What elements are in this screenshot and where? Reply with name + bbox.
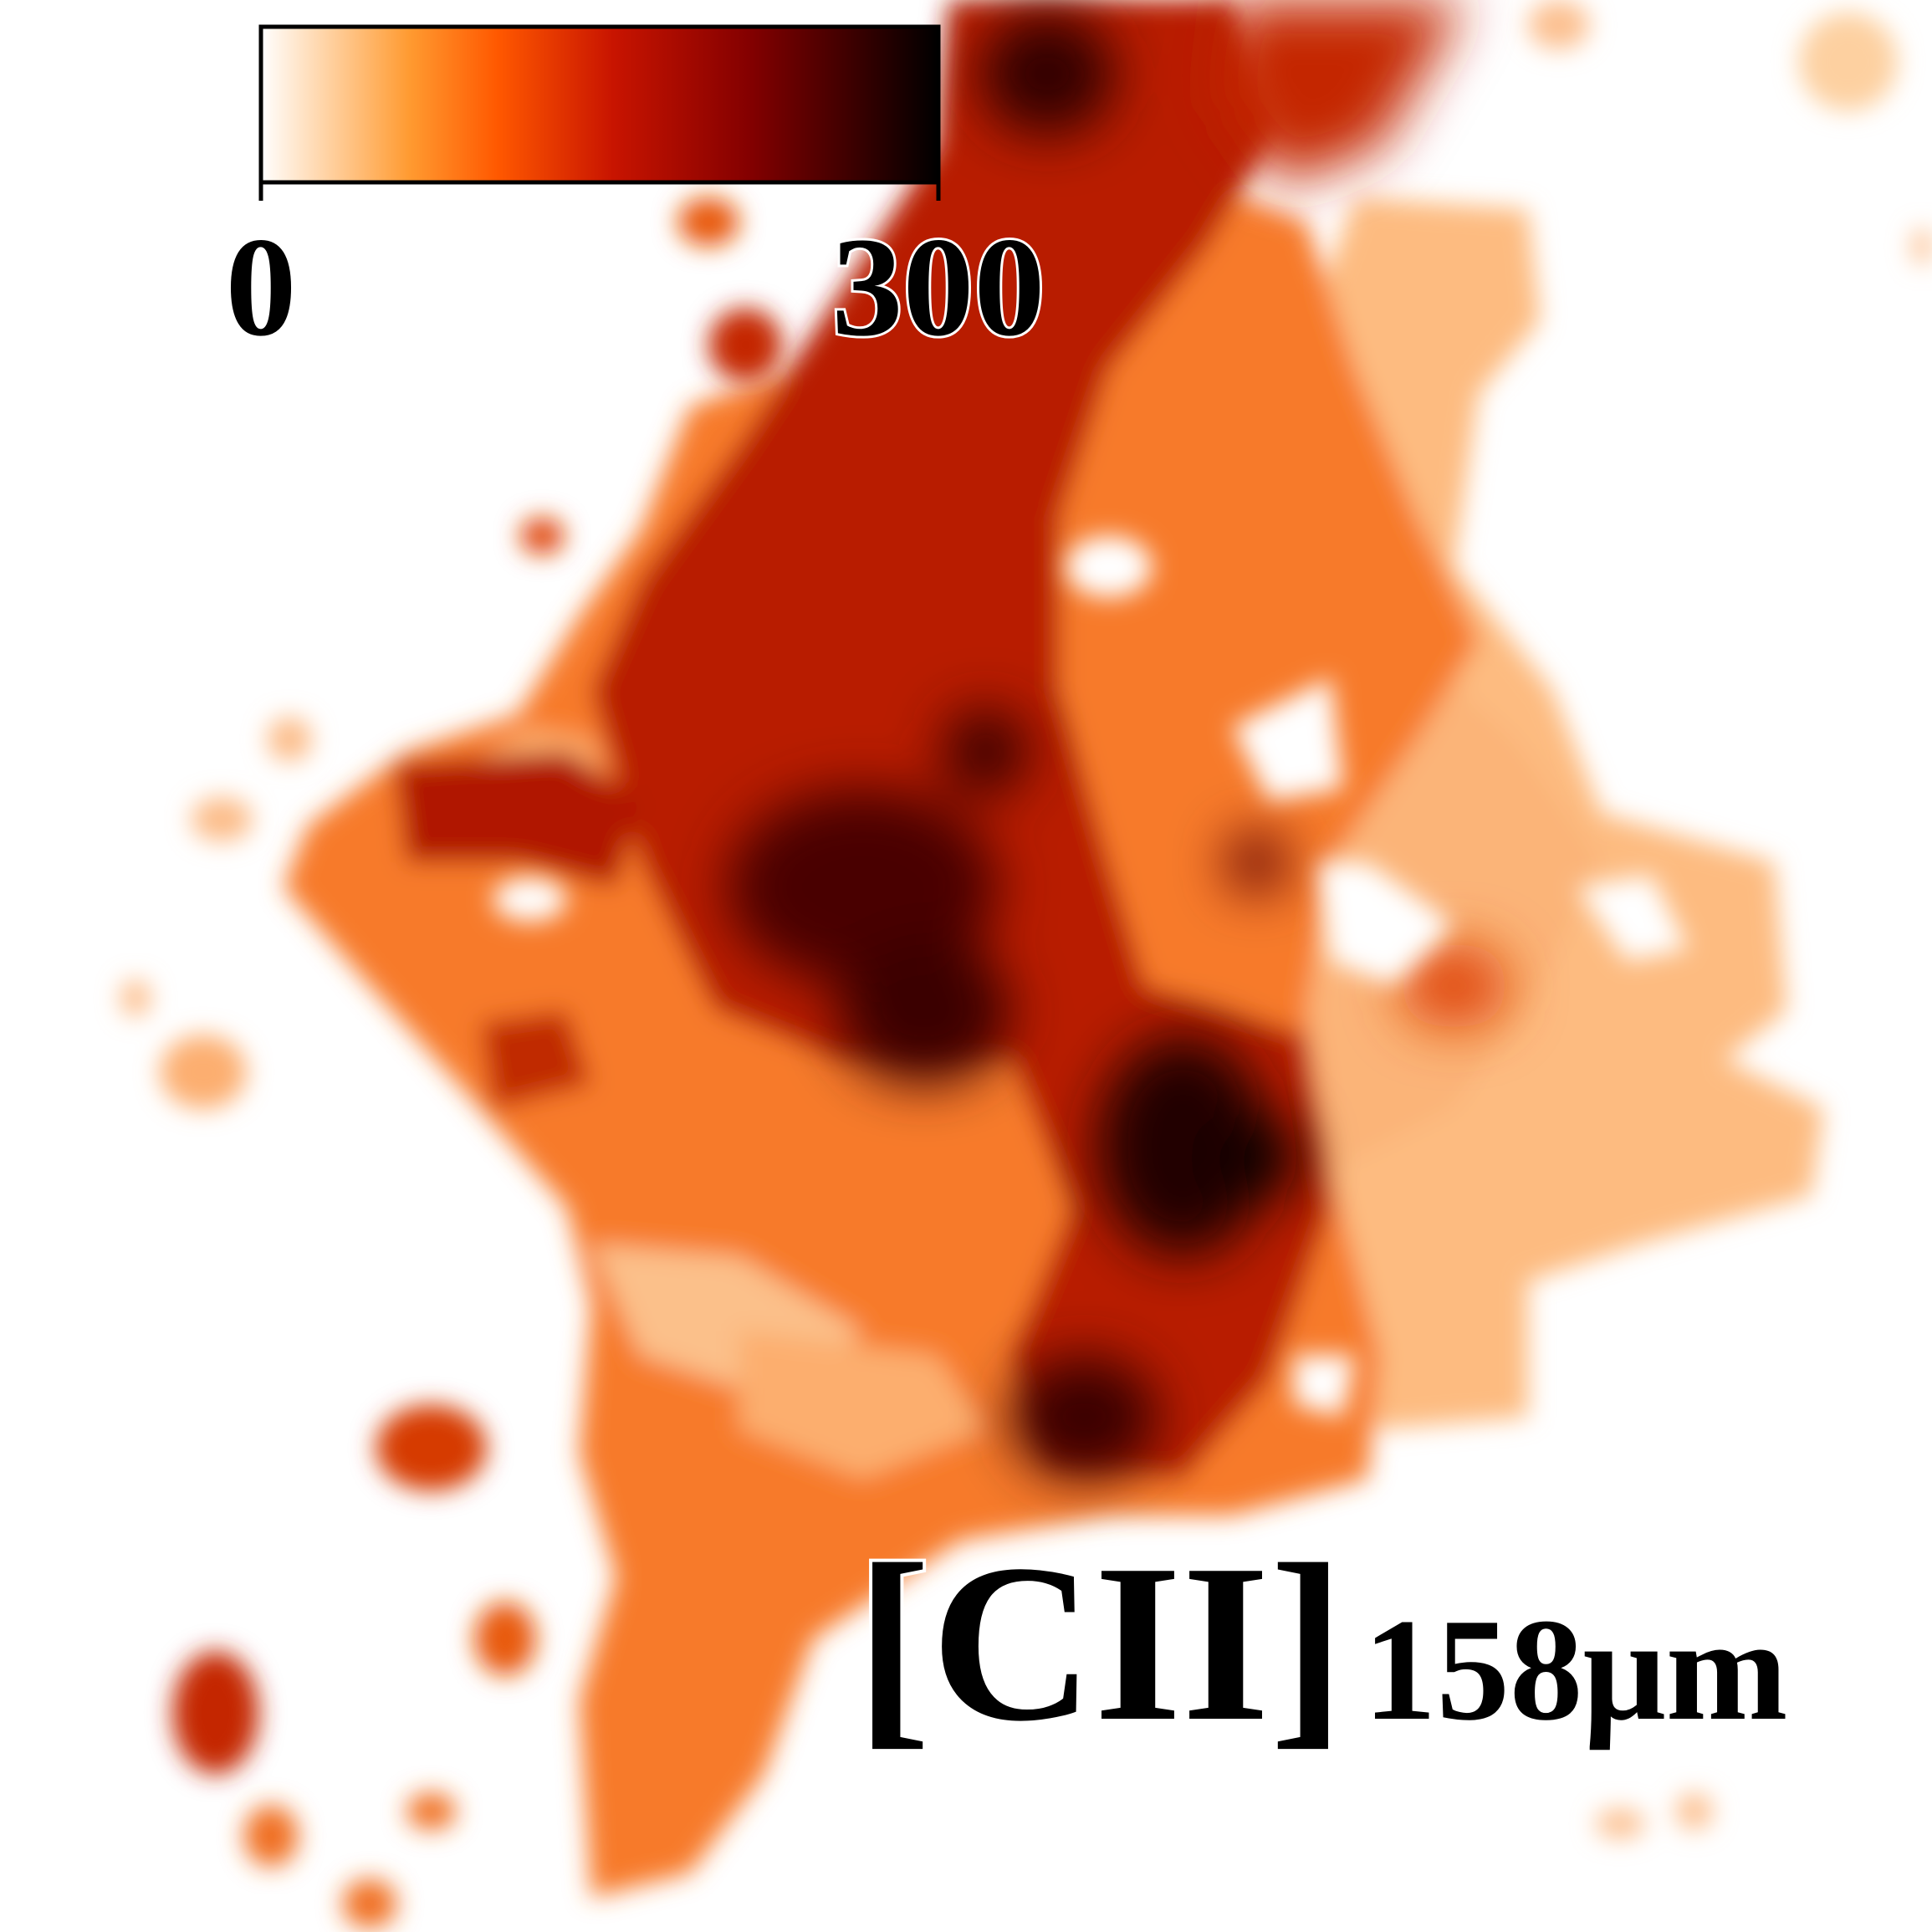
emission-map	[120, 0, 1932, 1929]
line-wavelength: 158μm	[1363, 1588, 1787, 1751]
tick-label: 0	[226, 208, 297, 365]
colorbar: 0 300	[223, 24, 1048, 368]
line-label: [CII]	[856, 1518, 1345, 1768]
tick-label: 300	[832, 208, 1045, 365]
colorbar-gradient	[258, 24, 941, 185]
